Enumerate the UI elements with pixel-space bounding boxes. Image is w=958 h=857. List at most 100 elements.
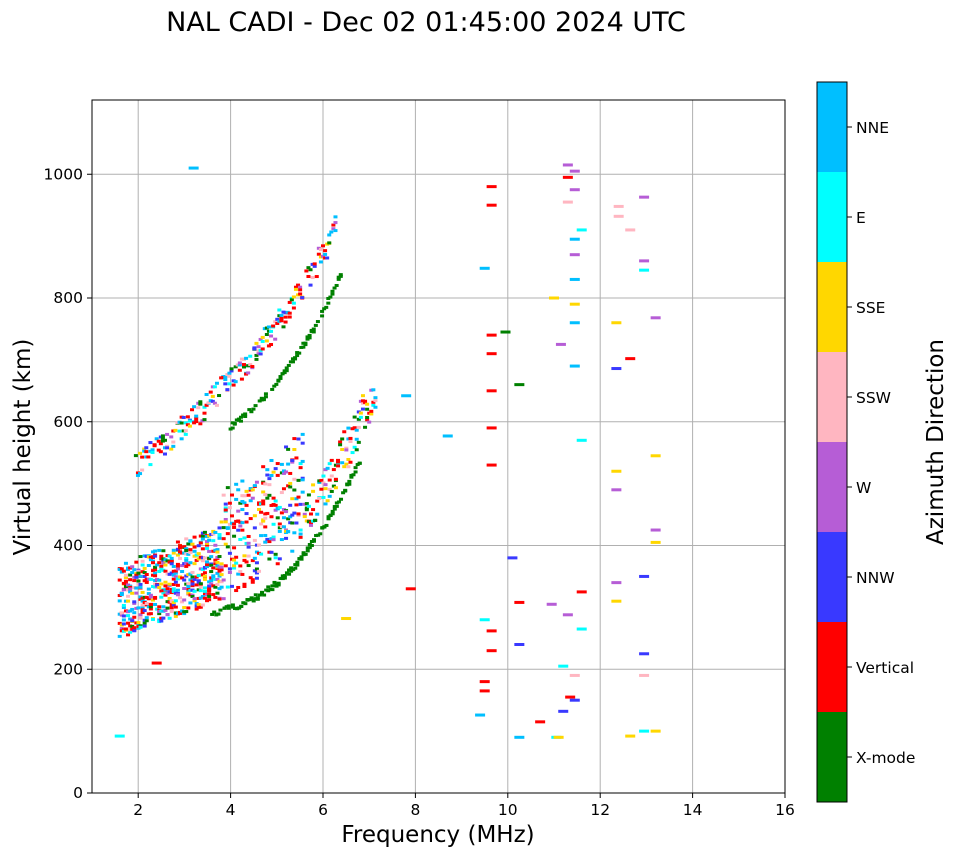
echo-point [238,524,243,528]
colorbar-segment [817,82,847,172]
echo-point [348,436,353,440]
echo-point [175,577,180,581]
echo-point [159,554,164,558]
echo-point [486,185,497,189]
echo-point [190,542,195,546]
echo-point [162,446,167,450]
echo-point [190,584,195,588]
echo-point [347,479,352,483]
echo-point [327,462,332,466]
echo-point [182,598,187,602]
echo-point [303,552,308,556]
echo-point [219,376,224,380]
echo-point [236,519,241,523]
echo-point [210,612,215,616]
echo-point [244,512,249,516]
echo-point [240,479,245,483]
echo-point [271,535,276,539]
echo-point [171,603,176,607]
echo-point [142,449,147,453]
echo-point [290,357,295,361]
colorbar-tick-label: NNE [856,119,889,137]
echo-point [258,337,263,341]
echo-point [273,320,278,324]
echo-point [318,248,323,252]
echo-point [260,590,265,594]
echo-point [160,436,165,440]
echo-point [215,560,220,564]
echo-point [194,558,199,562]
echo-point [194,575,199,579]
echo-point [300,296,305,300]
echo-point [215,564,220,568]
echo-point [171,601,176,605]
echo-point [300,478,305,482]
echo-point [290,549,295,553]
echo-point [186,585,191,589]
echo-point [196,544,201,548]
echo-point [250,580,255,584]
echo-point [297,557,302,561]
echo-point [207,589,212,593]
echo-point [150,550,155,554]
echo-point [132,579,137,583]
echo-point [314,534,319,538]
echo-point [280,372,285,376]
echo-point [144,577,149,581]
echo-point [479,680,490,684]
echo-point [148,607,153,611]
echo-point [254,571,259,575]
echo-point [307,336,312,340]
echo-point [165,606,170,610]
echo-point [140,570,145,574]
echo-point [288,515,293,519]
echo-point [144,573,149,577]
echo-point [159,557,164,561]
echo-point [198,422,203,426]
echo-point [119,592,124,596]
echo-point [486,352,497,356]
echo-point [123,609,128,613]
echo-point [272,384,277,388]
echo-point [569,364,580,368]
echo-point [142,579,147,583]
echo-point [153,582,158,586]
echo-point [146,612,151,616]
echo-point [244,541,249,545]
echo-point [295,563,300,567]
echo-point [167,572,172,576]
echo-point [327,494,332,498]
echo-point [161,568,166,572]
echo-point [217,574,222,578]
echo-point [123,573,128,577]
echo-point [259,534,264,538]
echo-point [261,481,266,485]
echo-point [269,515,274,519]
echo-point [230,426,235,430]
echo-point [308,512,313,516]
echo-point [291,295,296,299]
echo-point [169,608,174,612]
echo-point [153,574,158,578]
echo-point [282,574,287,578]
echo-point [153,565,158,569]
echo-point [173,614,178,618]
echo-point [354,448,359,452]
echo-point [207,549,212,553]
echo-point [371,403,376,407]
echo-point [278,376,283,380]
echo-point [232,525,237,529]
echo-point [184,561,189,565]
echo-point [269,343,274,347]
echo-point [196,406,201,410]
echo-point [187,419,192,423]
echo-point [140,563,145,567]
echo-point [296,478,301,482]
echo-point [128,617,133,621]
echo-point [314,275,319,279]
echo-point [215,582,220,586]
echo-point [163,569,168,573]
echo-point [163,593,168,597]
echo-point [192,577,197,581]
